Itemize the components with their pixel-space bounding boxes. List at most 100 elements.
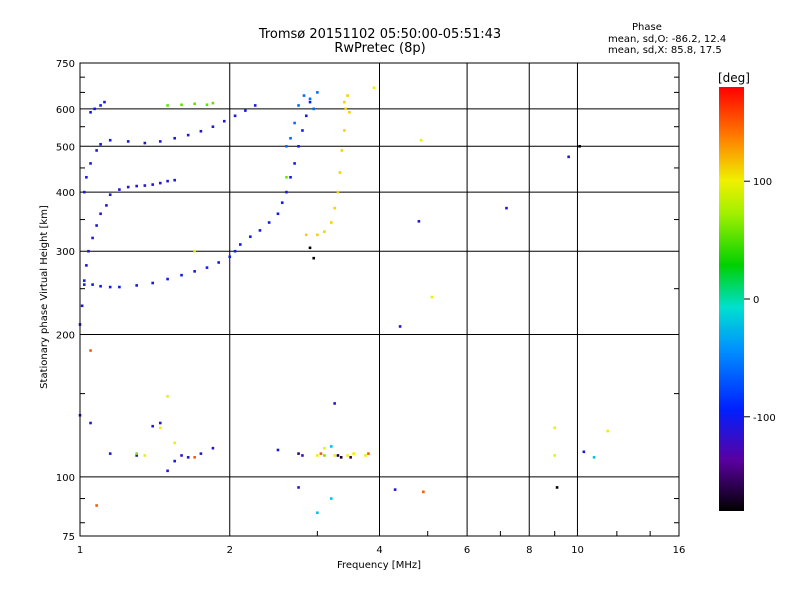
chart-title-line2: RwPretec (8p) [334,41,426,56]
data-point [211,446,215,450]
x-tick-label: 6 [464,545,470,556]
data-point [582,450,586,454]
data-point [312,256,316,260]
data-point [99,212,102,216]
data-point [95,224,98,227]
data-point [87,249,90,253]
data-point [108,193,112,197]
phase-colorbar [719,87,744,511]
data-point [372,86,376,90]
data-points [78,86,609,515]
phase-stats-o-mode: mean, sd,O: -86.2, 12.4 [608,34,727,45]
data-point [419,138,423,142]
data-point [323,230,326,233]
data-point [319,452,323,455]
data-point [193,270,196,273]
x-tick-label: 8 [526,545,532,556]
colorbar-ticks: 100 0 -100 [744,177,776,424]
data-point [578,144,581,148]
data-point [108,285,112,289]
data-point [151,424,154,428]
y-axis-label: Stationary phase Virtual Height [km] [39,205,50,389]
data-point [173,136,176,140]
data-point [244,109,247,112]
data-point [323,454,326,457]
x-tick-label: 10 [571,545,584,556]
data-point [312,107,316,111]
data-point [304,233,308,237]
data-point [222,119,226,123]
data-point [211,125,215,129]
data-point [329,445,333,448]
data-point [105,204,108,207]
data-point [85,264,88,267]
data-point [91,283,94,286]
data-point [186,133,190,137]
data-point [297,452,300,455]
data-point [323,446,326,450]
y-tick-label: 600 [56,105,75,116]
y-tick-label: 200 [56,331,75,342]
data-point [293,121,296,125]
data-point [346,454,349,457]
data-point [316,511,319,515]
data-point [606,429,609,433]
data-point [398,325,402,328]
data-point [280,201,284,204]
data-point [238,243,242,246]
data-point [166,277,169,281]
data-point [217,261,220,264]
data-point [555,486,559,489]
data-point [199,129,203,133]
data-point [95,504,98,507]
data-point [199,452,203,455]
y-tick-label: 400 [56,188,75,199]
plot-frame [79,62,680,537]
data-point [82,283,86,286]
data-point [346,94,349,97]
data-point [143,184,147,187]
data-point [367,452,370,455]
data-point [108,452,112,455]
data-point [338,171,342,174]
data-point [211,101,215,105]
data-point [267,221,271,224]
data-point [344,107,347,111]
data-point [166,395,169,398]
data-point [91,236,94,240]
phase-stats-x-mode: mean, sd,X: 85.8, 17.5 [608,45,722,56]
data-point [297,144,300,148]
data-point [304,114,308,118]
data-point [173,459,176,463]
data-point [89,349,92,352]
data-point [126,140,130,143]
data-point [285,190,288,194]
data-point [316,91,319,94]
data-point [89,110,92,114]
data-point [173,441,176,445]
y-tick-label: 300 [56,247,75,258]
data-point [85,175,88,179]
data-point [567,155,570,159]
data-point [336,190,340,194]
data-point [166,104,169,107]
data-point [393,488,397,491]
data-point [417,220,421,223]
data-point [340,149,344,152]
data-point [103,100,106,104]
data-point [180,103,183,107]
data-point [99,142,102,146]
data-point [158,426,162,430]
colorbar-tick-label: 100 [753,177,772,188]
axis-ticks: 1 2 4 6 8 10 16 75 100 200 300 400 500 600 750 [56,59,685,556]
data-point [158,421,162,425]
data-point [316,454,319,457]
data-point [186,456,190,459]
data-point [308,97,312,101]
x-tick-label: 16 [673,545,686,556]
data-point [193,249,196,253]
y-tick-label: 75 [62,532,75,543]
data-point [82,279,86,282]
data-point [349,456,352,459]
